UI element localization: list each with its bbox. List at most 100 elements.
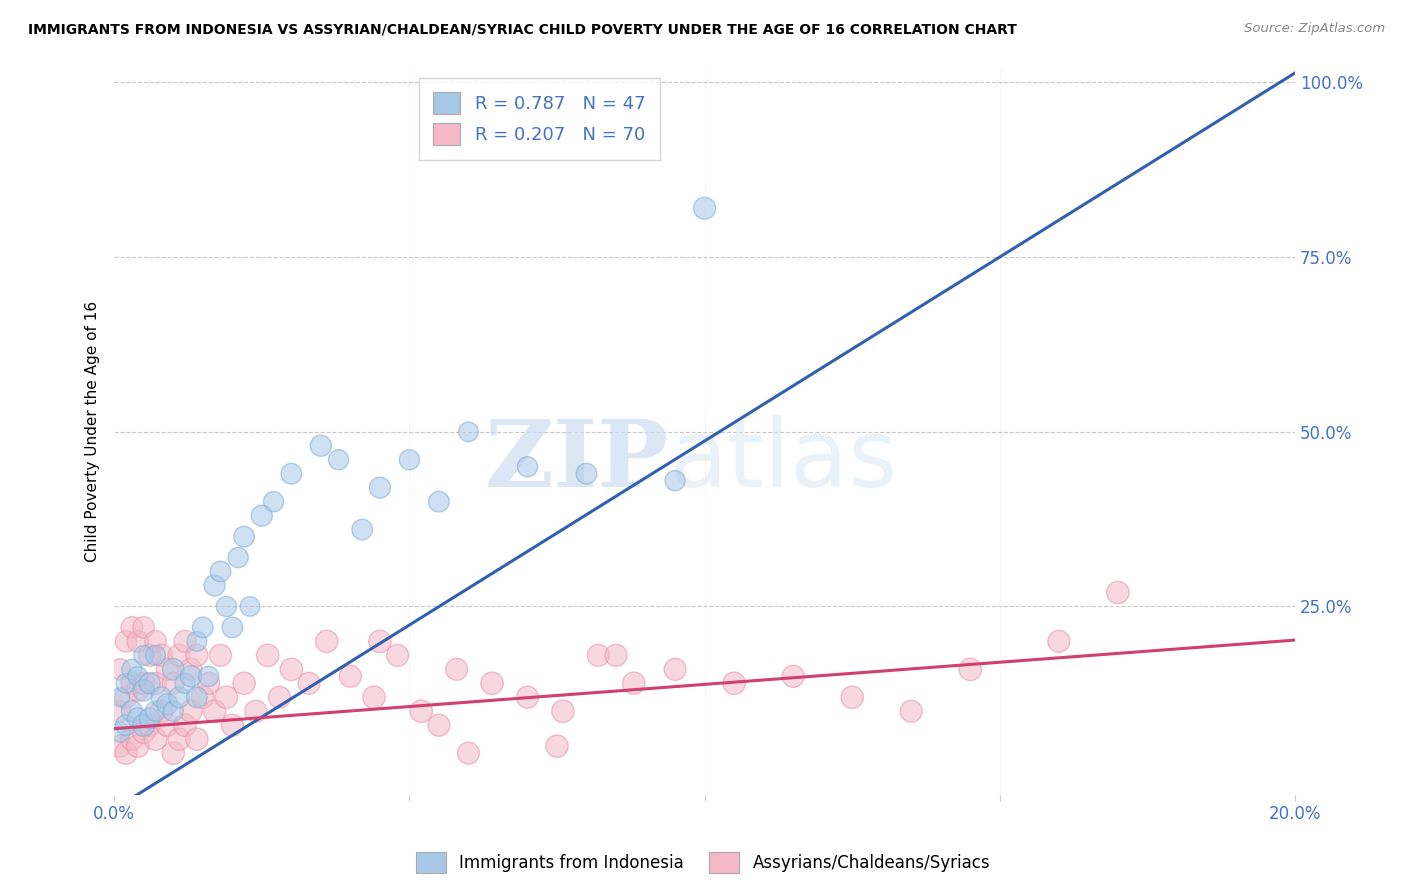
Point	[209, 565, 232, 579]
Point	[108, 690, 131, 705]
Point	[298, 676, 321, 690]
Point	[145, 676, 167, 690]
Point	[221, 718, 243, 732]
Point	[174, 634, 197, 648]
Point	[121, 704, 143, 718]
Point	[121, 620, 143, 634]
Point	[664, 662, 686, 676]
Point	[115, 676, 138, 690]
Point	[457, 425, 479, 439]
Point	[150, 690, 173, 705]
Point	[368, 634, 391, 648]
Point	[233, 676, 256, 690]
Point	[226, 550, 249, 565]
Y-axis label: Child Poverty Under the Age of 16: Child Poverty Under the Age of 16	[86, 301, 100, 562]
Text: ZIP: ZIP	[485, 416, 669, 506]
Point	[127, 739, 149, 754]
Point	[156, 718, 179, 732]
Point	[215, 690, 238, 705]
Legend: R = 0.787   N = 47, R = 0.207   N = 70: R = 0.787 N = 47, R = 0.207 N = 70	[419, 78, 659, 160]
Point	[315, 634, 337, 648]
Point	[280, 467, 302, 481]
Point	[664, 474, 686, 488]
Point	[167, 648, 190, 663]
Point	[121, 732, 143, 747]
Point	[575, 467, 598, 481]
Point	[121, 662, 143, 676]
Point	[191, 620, 214, 634]
Point	[108, 725, 131, 739]
Point	[280, 662, 302, 676]
Point	[457, 746, 479, 760]
Point	[204, 578, 226, 592]
Point	[1047, 634, 1070, 648]
Point	[245, 704, 267, 718]
Text: IMMIGRANTS FROM INDONESIA VS ASSYRIAN/CHALDEAN/SYRIAC CHILD POVERTY UNDER THE AG: IMMIGRANTS FROM INDONESIA VS ASSYRIAN/CH…	[28, 22, 1017, 37]
Point	[127, 634, 149, 648]
Point	[127, 711, 149, 725]
Point	[309, 439, 332, 453]
Point	[239, 599, 262, 614]
Point	[197, 669, 219, 683]
Point	[256, 648, 278, 663]
Text: atlas: atlas	[669, 415, 897, 507]
Point	[900, 704, 922, 718]
Point	[121, 676, 143, 690]
Point	[782, 669, 804, 683]
Point	[387, 648, 409, 663]
Point	[209, 648, 232, 663]
Point	[132, 648, 155, 663]
Point	[959, 662, 981, 676]
Point	[127, 669, 149, 683]
Point	[145, 732, 167, 747]
Point	[588, 648, 610, 663]
Point	[180, 704, 202, 718]
Point	[368, 481, 391, 495]
Point	[138, 718, 160, 732]
Legend: Immigrants from Indonesia, Assyrians/Chaldeans/Syriacs: Immigrants from Indonesia, Assyrians/Cha…	[409, 846, 997, 880]
Point	[363, 690, 385, 705]
Point	[250, 508, 273, 523]
Point	[162, 704, 184, 718]
Point	[352, 523, 374, 537]
Point	[328, 452, 350, 467]
Point	[186, 648, 208, 663]
Point	[263, 494, 285, 508]
Point	[546, 739, 568, 754]
Point	[186, 732, 208, 747]
Point	[215, 599, 238, 614]
Point	[132, 718, 155, 732]
Point	[180, 669, 202, 683]
Point	[1107, 585, 1129, 599]
Point	[138, 711, 160, 725]
Point	[162, 676, 184, 690]
Point	[162, 662, 184, 676]
Point	[191, 690, 214, 705]
Point	[427, 494, 450, 508]
Point	[446, 662, 468, 676]
Point	[204, 704, 226, 718]
Point	[156, 698, 179, 712]
Point	[221, 620, 243, 634]
Point	[516, 459, 538, 474]
Point	[427, 718, 450, 732]
Point	[186, 690, 208, 705]
Point	[138, 676, 160, 690]
Point	[156, 662, 179, 676]
Point	[693, 201, 716, 215]
Point	[162, 746, 184, 760]
Point	[339, 669, 361, 683]
Point	[132, 620, 155, 634]
Point	[723, 676, 745, 690]
Point	[132, 683, 155, 698]
Point	[269, 690, 291, 705]
Point	[605, 648, 627, 663]
Point	[145, 648, 167, 663]
Point	[233, 530, 256, 544]
Point	[108, 704, 131, 718]
Point	[411, 704, 433, 718]
Point	[145, 634, 167, 648]
Point	[115, 690, 138, 705]
Text: Source: ZipAtlas.com: Source: ZipAtlas.com	[1244, 22, 1385, 36]
Point	[115, 718, 138, 732]
